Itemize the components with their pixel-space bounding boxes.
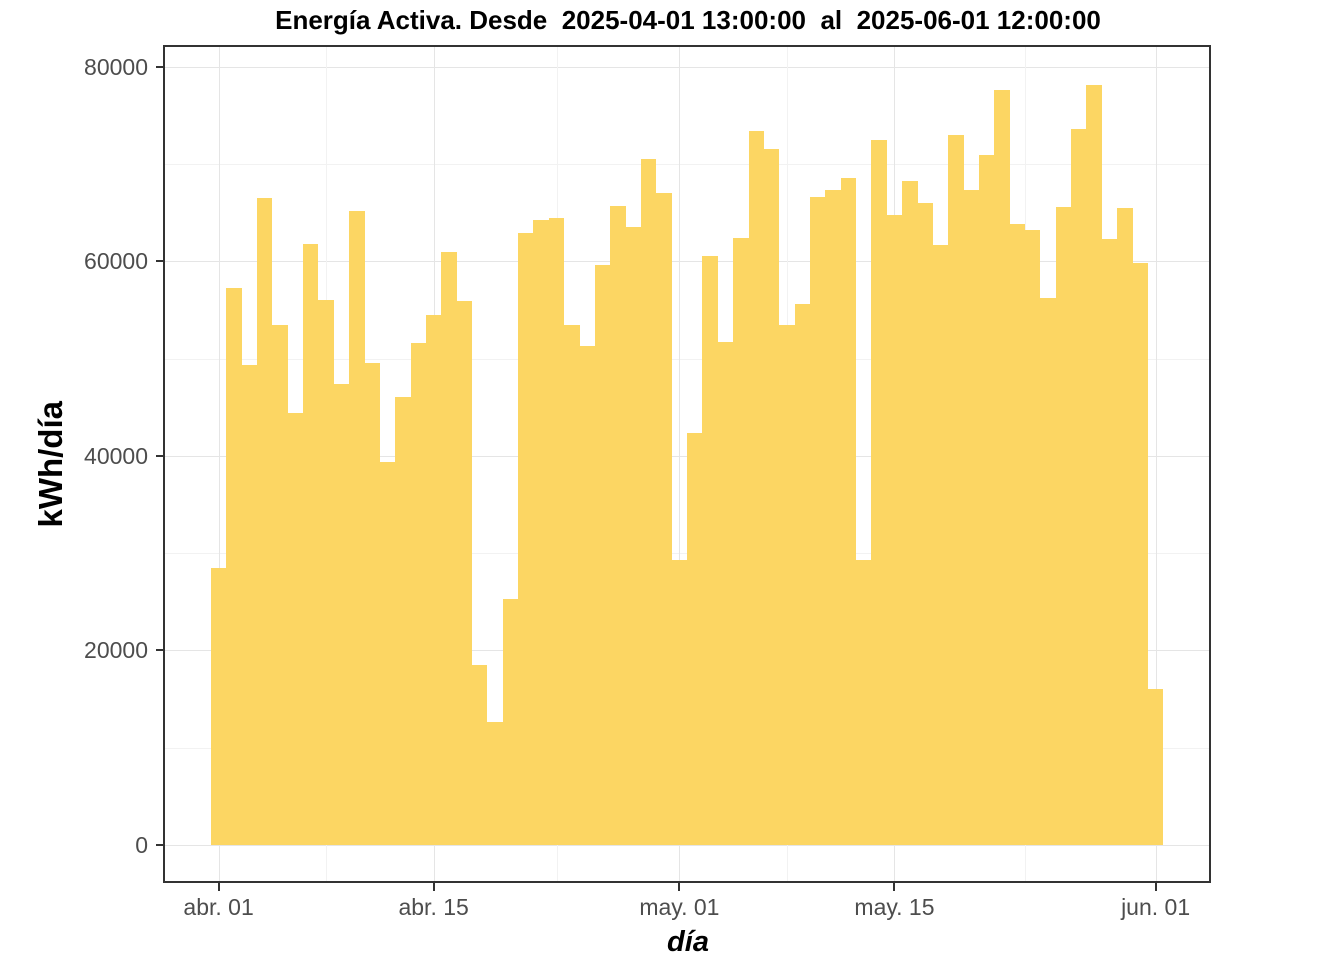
bar-2025-04-24 bbox=[564, 324, 580, 845]
bar-2025-06-01 bbox=[1147, 689, 1164, 845]
v-gridline-major bbox=[218, 47, 220, 881]
y-tick bbox=[156, 65, 164, 68]
bar-2025-05-20 bbox=[963, 190, 979, 845]
bar-2025-05-30 bbox=[1117, 207, 1133, 845]
y-tick-label: 0 bbox=[135, 832, 148, 858]
bar-2025-05-26 bbox=[1055, 206, 1072, 845]
bar-2025-04-27 bbox=[610, 205, 626, 845]
y-tick-label: 60000 bbox=[84, 248, 148, 275]
x-tick-label: may. 15 bbox=[854, 894, 935, 920]
x-tick-label: abr. 01 bbox=[183, 894, 254, 920]
bar-2025-04-07 bbox=[303, 243, 319, 845]
bar-2025-05-04 bbox=[717, 342, 734, 845]
h-gridline-major bbox=[165, 455, 1209, 457]
bar-2025-04-22 bbox=[533, 220, 549, 845]
bar-2025-04-06 bbox=[287, 413, 304, 845]
bar-2025-05-28 bbox=[1086, 85, 1102, 845]
bar-2025-05-25 bbox=[1040, 298, 1056, 845]
bar-2025-04-21 bbox=[518, 233, 534, 845]
bar-2025-04-17 bbox=[456, 301, 473, 845]
bar-2025-05-23 bbox=[1009, 224, 1026, 845]
bar-2025-04-25 bbox=[579, 345, 595, 845]
x-tick bbox=[678, 883, 681, 891]
plot-title: Energía Activa. Desde 2025-04-01 13:00:0… bbox=[275, 5, 1101, 35]
bar-2025-04-23 bbox=[548, 218, 565, 845]
bar-2025-04-01 bbox=[210, 567, 227, 845]
bar-2025-05-08 bbox=[779, 324, 795, 845]
bar-2025-05-15 bbox=[886, 214, 903, 845]
bar-2025-04-15 bbox=[425, 314, 442, 845]
bar-2025-04-26 bbox=[594, 265, 611, 845]
x-tick bbox=[893, 883, 896, 891]
x-tick-label: may. 01 bbox=[639, 894, 720, 920]
bar-2025-05-10 bbox=[809, 197, 826, 845]
y-tick-label: 40000 bbox=[84, 442, 148, 469]
bar-2025-05-16 bbox=[902, 180, 918, 845]
bar-2025-05-24 bbox=[1025, 230, 1041, 845]
v-gridline-major bbox=[1155, 47, 1157, 881]
y-tick-label: 20000 bbox=[84, 637, 148, 664]
bar-2025-05-06 bbox=[748, 130, 764, 845]
y-tick bbox=[156, 649, 164, 652]
bar-2025-04-12 bbox=[379, 461, 396, 845]
bar-2025-05-13 bbox=[856, 559, 872, 845]
y-tick bbox=[156, 844, 164, 846]
y-tick bbox=[156, 454, 164, 457]
h-gridline-minor bbox=[165, 553, 1209, 555]
bar-2025-05-07 bbox=[763, 149, 780, 845]
x-axis-title: día bbox=[667, 926, 709, 958]
bar-2025-04-14 bbox=[410, 343, 426, 845]
h-gridline-major bbox=[165, 66, 1209, 68]
bar-2025-04-02 bbox=[226, 287, 242, 845]
bar-2025-05-21 bbox=[978, 155, 995, 845]
h-gridline-major bbox=[165, 845, 1209, 846]
bar-2025-05-11 bbox=[825, 190, 841, 845]
bar-2025-04-30 bbox=[656, 193, 672, 845]
bar-2025-05-02 bbox=[687, 432, 703, 845]
bar-2025-04-11 bbox=[364, 363, 380, 845]
bar-2025-04-13 bbox=[395, 397, 411, 845]
bar-2025-05-18 bbox=[932, 244, 949, 845]
plot-panel bbox=[165, 47, 1209, 881]
bar-2025-05-17 bbox=[917, 202, 933, 845]
h-gridline-minor bbox=[165, 358, 1209, 360]
h-gridline-minor bbox=[165, 163, 1209, 165]
bar-2025-04-09 bbox=[333, 383, 350, 845]
bar-2025-04-03 bbox=[241, 365, 257, 845]
bar-2025-05-19 bbox=[948, 134, 964, 845]
x-tick-label: abr. 15 bbox=[398, 894, 469, 920]
bar-2025-05-03 bbox=[702, 256, 718, 845]
bar-2025-05-22 bbox=[994, 90, 1010, 845]
bar-2025-04-20 bbox=[502, 598, 519, 845]
x-tick bbox=[1154, 883, 1157, 891]
bar-2025-05-12 bbox=[840, 177, 857, 845]
bar-2025-04-18 bbox=[472, 665, 488, 845]
bar-2025-04-08 bbox=[318, 300, 334, 845]
bar-2025-04-19 bbox=[487, 722, 503, 845]
bar-2025-04-28 bbox=[625, 227, 642, 845]
bar-2025-05-27 bbox=[1071, 128, 1087, 845]
bar-2025-05-01 bbox=[671, 559, 688, 845]
bar-2025-04-04 bbox=[257, 198, 273, 845]
bar-2025-05-09 bbox=[794, 304, 810, 845]
x-tick-label: jun. 01 bbox=[1121, 894, 1191, 920]
bar-2025-04-29 bbox=[641, 159, 657, 845]
bar-2025-04-10 bbox=[349, 210, 365, 845]
h-gridline-major bbox=[165, 261, 1209, 263]
bar-2025-04-16 bbox=[441, 251, 457, 845]
bar-2025-04-05 bbox=[272, 324, 288, 845]
bar-2025-05-14 bbox=[871, 139, 887, 845]
x-tick bbox=[217, 883, 220, 891]
y-tick bbox=[156, 260, 164, 263]
bar-2025-05-31 bbox=[1132, 263, 1148, 845]
x-tick bbox=[432, 883, 435, 891]
bar-2025-05-29 bbox=[1101, 238, 1118, 845]
y-tick-label: 80000 bbox=[84, 53, 148, 80]
v-gridline-major bbox=[679, 47, 681, 881]
bar-2025-05-05 bbox=[733, 237, 749, 845]
